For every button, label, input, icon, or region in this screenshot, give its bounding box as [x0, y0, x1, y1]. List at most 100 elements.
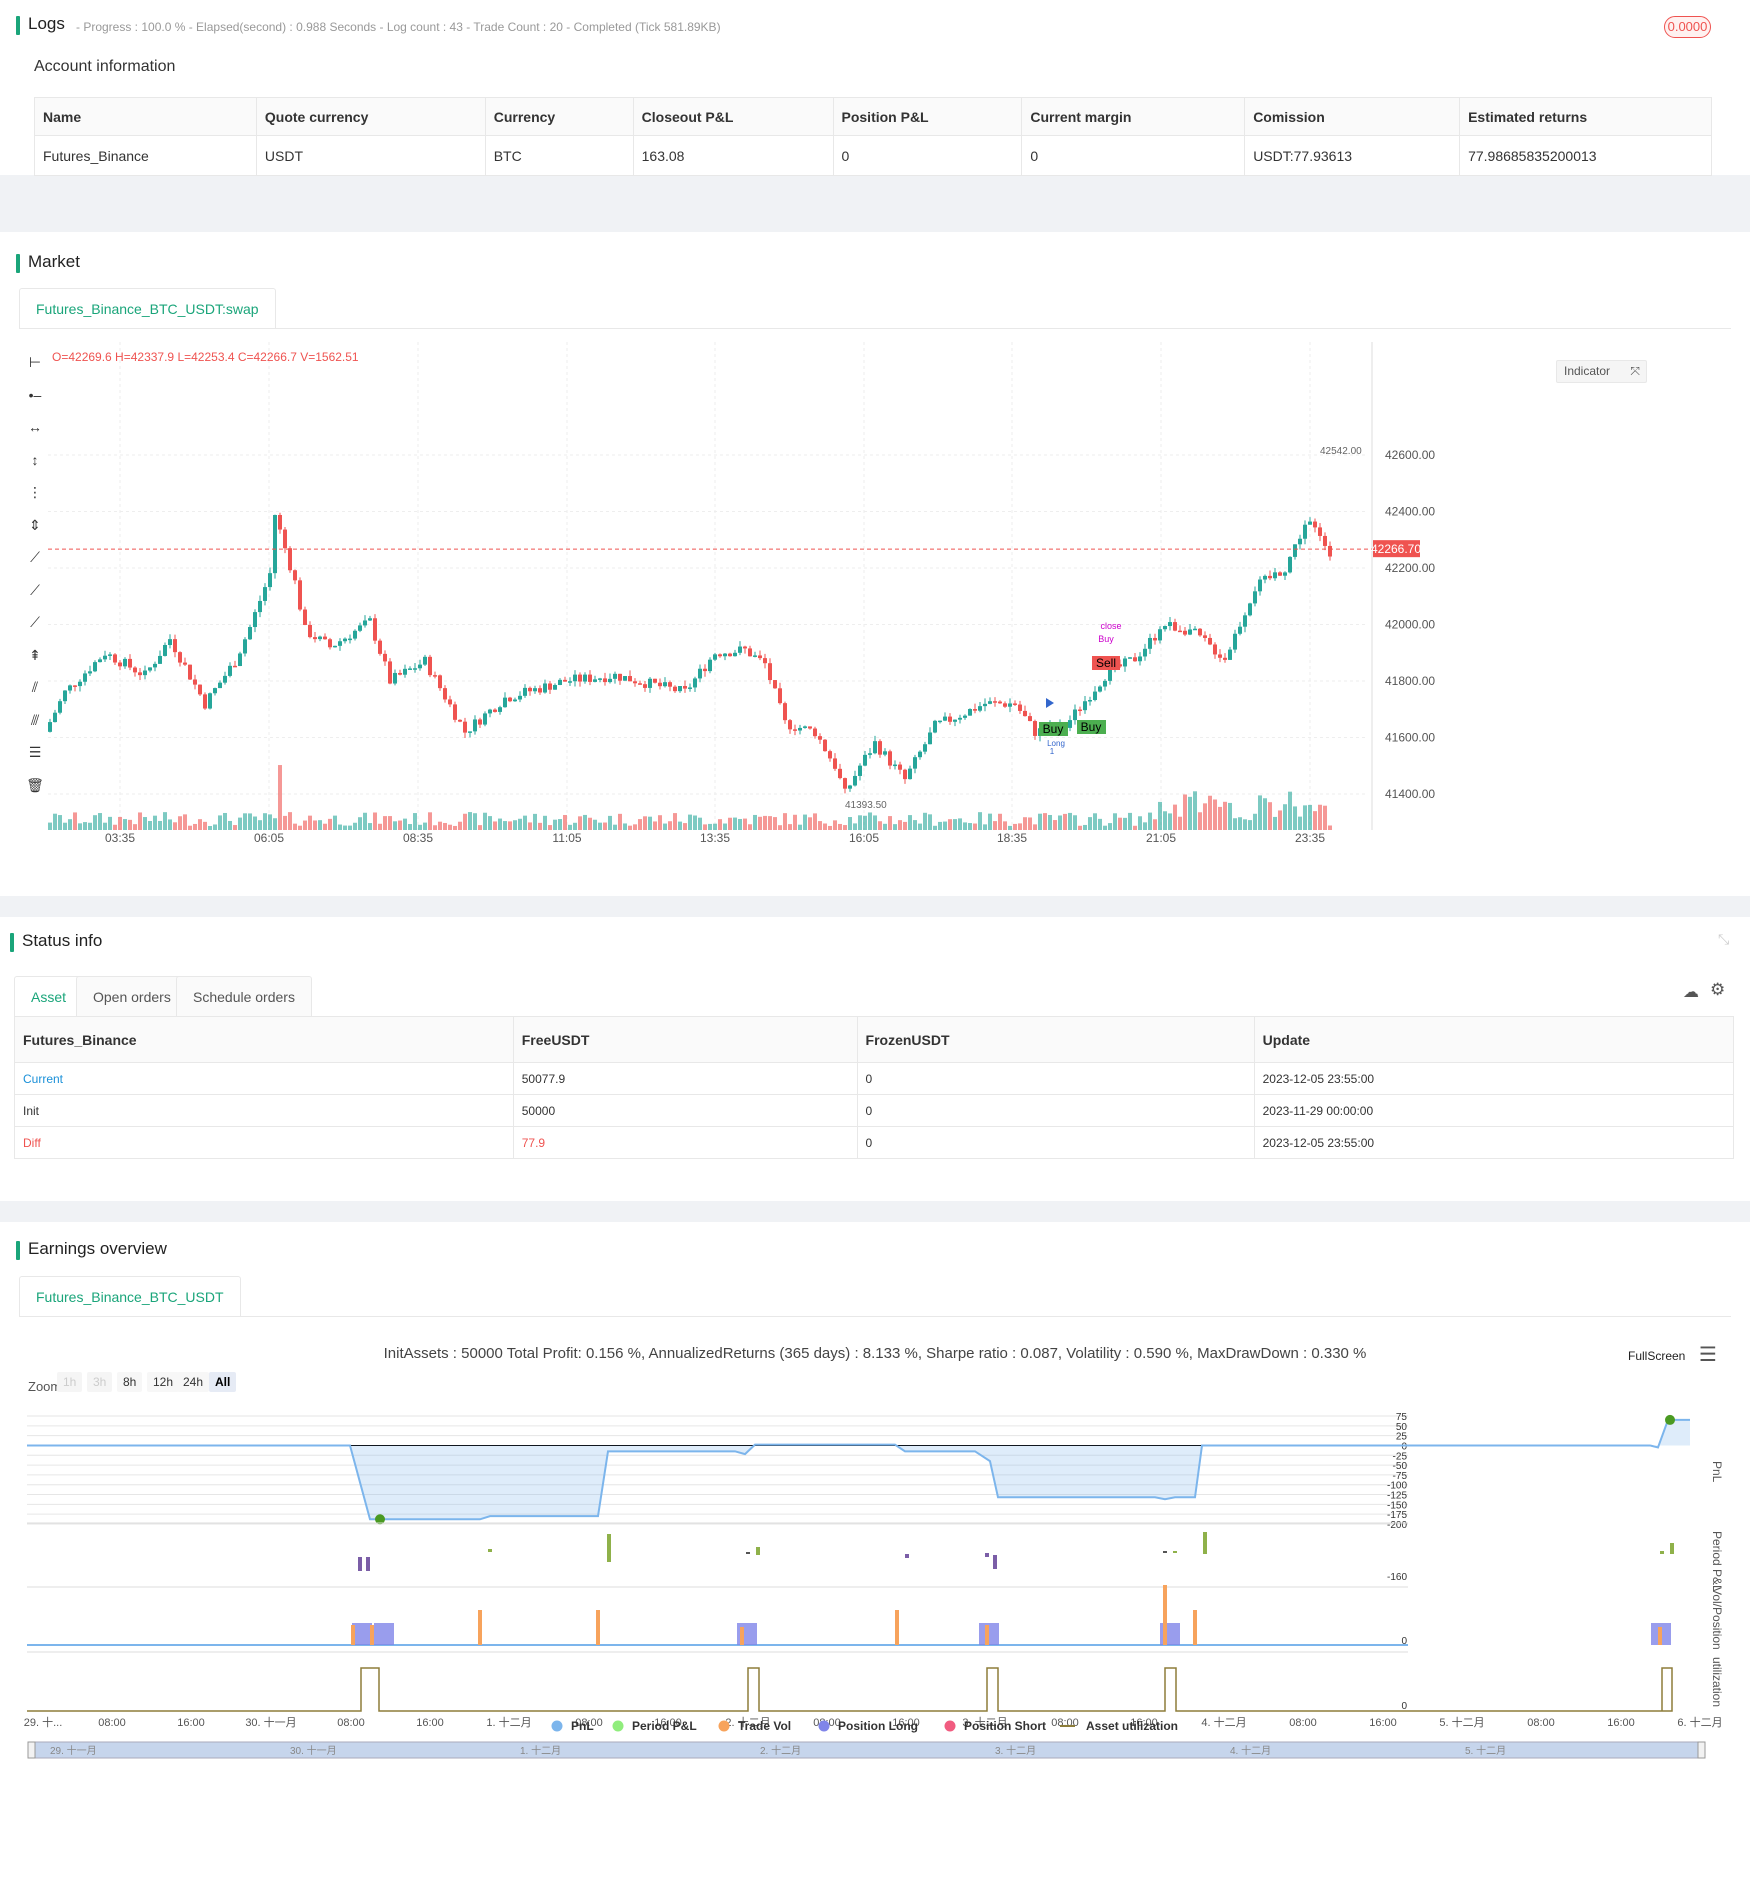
- navigator-range[interactable]: [31, 1741, 1703, 1759]
- volume-bar: [248, 813, 252, 830]
- x-tick-label: 08:00: [1527, 1717, 1555, 1729]
- candle-body: [1073, 709, 1077, 721]
- volume-bar: [93, 815, 97, 830]
- period-pnl-bar: [488, 1549, 492, 1552]
- settings-gear-icon[interactable]: ⚙: [1710, 980, 1726, 999]
- parallel-channel-icon[interactable]: ⫽: [31, 679, 39, 695]
- x-tick-label: 16:00: [654, 1717, 682, 1729]
- horizontal-ray-icon[interactable]: ⊢: [28, 354, 42, 370]
- tab-earnings-symbol[interactable]: Futures_Binance_BTC_USDT: [19, 1276, 241, 1316]
- volume-bar: [1253, 813, 1257, 830]
- candle-body: [1188, 629, 1192, 635]
- period-pnl-bar: [985, 1553, 989, 1557]
- earnings-chart[interactable]: 7550250-25-50-75-100-125-150-175-200PnL-…: [0, 1397, 1750, 1852]
- parallel-lines-icon[interactable]: ⫻: [30, 711, 40, 728]
- volume-bar: [393, 821, 397, 830]
- zoom-button-1h[interactable]: 1h: [57, 1372, 83, 1392]
- volume-bar: [773, 817, 777, 830]
- status-tab-schedule-orders[interactable]: Schedule orders: [176, 976, 312, 1016]
- volume-bar: [448, 824, 452, 830]
- price-range-icon[interactable]: ⇞: [29, 646, 41, 663]
- account-cell: 0: [1021, 135, 1246, 176]
- candle-body: [1138, 656, 1142, 662]
- fib-lines-icon[interactable]: ☰: [28, 744, 42, 760]
- candle-body: [358, 625, 362, 631]
- trend-segment-icon[interactable]: ⟋: [30, 614, 40, 630]
- status-tab-open-orders[interactable]: Open orders: [76, 976, 188, 1016]
- candle-body: [63, 690, 67, 702]
- nav-tick-label: 4. 十二月: [1230, 1744, 1271, 1757]
- candlestick-chart[interactable]: 42600.00 42400.00 42200.00 42000.00 41800.00…: [48, 342, 1718, 882]
- navigator-handle[interactable]: [1697, 1741, 1706, 1759]
- trend-ray-icon[interactable]: ⟋: [30, 581, 40, 598]
- candle-body: [608, 678, 612, 683]
- vertical-line-icon[interactable]: ↕: [31, 451, 39, 468]
- pnl-tick-label: -200: [1387, 1520, 1407, 1531]
- candle-body: [1238, 626, 1242, 634]
- account-cell: 163.08: [632, 135, 834, 176]
- indicator-button[interactable]: Indicator ⤧: [1556, 360, 1647, 383]
- candle-body: [913, 757, 917, 769]
- volume-bar: [73, 812, 77, 830]
- collapse-icon[interactable]: ⤡: [1718, 931, 1730, 947]
- volume-bar: [608, 815, 612, 830]
- volume-bar: [1273, 816, 1277, 830]
- volume-bar: [178, 816, 182, 830]
- candle-body: [1228, 649, 1232, 660]
- volume-bar: [1138, 816, 1142, 830]
- volume-bar: [718, 819, 722, 830]
- horizontal-line-icon[interactable]: •–: [28, 386, 42, 403]
- volume-bar: [923, 812, 927, 830]
- candle-body: [1033, 721, 1037, 736]
- candle-body: [768, 663, 772, 681]
- vertical-ray-icon[interactable]: ⇕: [29, 516, 41, 533]
- zoom-button-12h[interactable]: 12h: [147, 1372, 180, 1392]
- account-cell: Futures_Binance: [34, 135, 257, 176]
- tab-market-symbol[interactable]: Futures_Binance_BTC_USDT:swap: [19, 288, 276, 328]
- zoom-button-3h[interactable]: 3h: [87, 1372, 113, 1392]
- ohlc-readout: O=42269.6 H=42337.9 L=42253.4 C=42266.7 …: [52, 350, 359, 364]
- candle-body: [503, 697, 507, 708]
- volume-bar: [228, 820, 232, 830]
- horizontal-segment-icon[interactable]: ↔: [28, 419, 42, 435]
- candle-body: [923, 744, 927, 752]
- trash-icon[interactable]: 🗑: [26, 776, 44, 793]
- volume-bar: [768, 816, 772, 830]
- asset-col-header: FrozenUSDT: [856, 1016, 1255, 1063]
- sell-marker: Sell: [1096, 656, 1116, 670]
- candle-body: [678, 686, 682, 692]
- x-tick-label: 11:05: [552, 831, 581, 845]
- volume-bar: [478, 825, 482, 830]
- x-tick-label: 03:35: [105, 831, 135, 845]
- volume-bar: [988, 813, 992, 830]
- zoom-button-24h[interactable]: 24h: [177, 1372, 210, 1392]
- low-label: 41393.50: [845, 800, 887, 811]
- candle-body: [1173, 622, 1177, 631]
- fullscreen-button[interactable]: FullScreen: [1628, 1349, 1686, 1363]
- zoom-button-8h[interactable]: 8h: [117, 1372, 143, 1392]
- candle-body: [1233, 633, 1237, 650]
- position-bar: [352, 1623, 372, 1645]
- volume-bar: [843, 825, 847, 830]
- volume-bar: [433, 825, 437, 830]
- cloud-download-icon[interactable]: ☁: [1683, 984, 1699, 1001]
- zoom-button-all[interactable]: All: [209, 1372, 237, 1392]
- candle-body: [168, 639, 172, 646]
- candle-body: [1293, 544, 1297, 557]
- candle-body: [763, 658, 767, 664]
- vertical-segment-icon[interactable]: ⋮: [28, 484, 42, 500]
- menu-icon[interactable]: ☰: [1699, 1344, 1717, 1366]
- volume-bar: [643, 816, 647, 830]
- trend-line-icon[interactable]: ⟋: [30, 549, 40, 565]
- volume-bar: [793, 814, 797, 830]
- candle-body: [328, 639, 332, 648]
- candle-body: [843, 778, 847, 789]
- candle-body: [323, 636, 327, 640]
- volume-bar: [203, 821, 207, 830]
- navigator-handle[interactable]: [27, 1741, 36, 1759]
- volume-bar: [888, 816, 892, 830]
- status-tab-asset[interactable]: Asset: [14, 976, 84, 1016]
- volume-bar: [163, 812, 167, 830]
- volume-bar: [213, 824, 217, 830]
- volume-bar: [363, 812, 367, 830]
